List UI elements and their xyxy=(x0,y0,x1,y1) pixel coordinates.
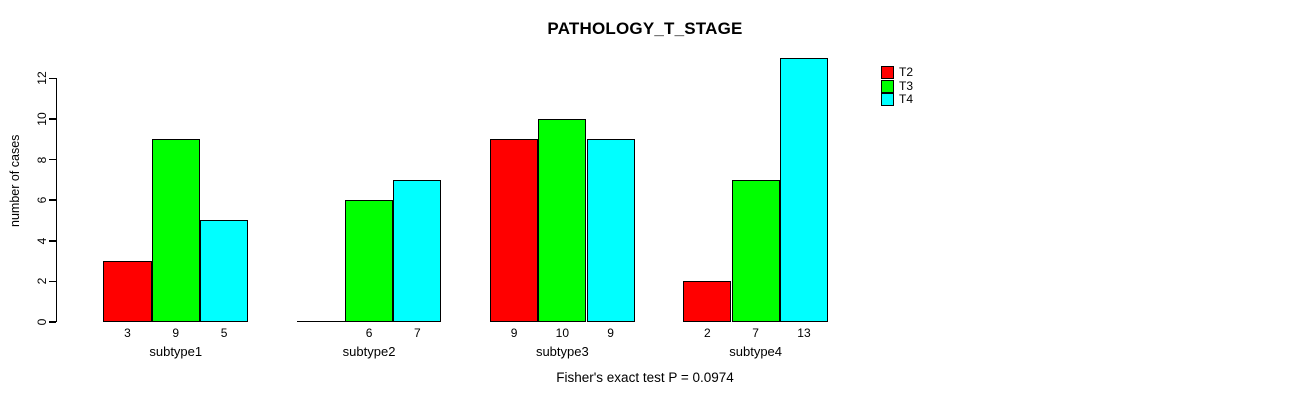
legend-swatch-t3 xyxy=(881,79,894,93)
bar-t3-subtype2 xyxy=(344,200,394,322)
legend-entry-label: T4 xyxy=(899,92,914,106)
legend-swatch-t2 xyxy=(881,66,894,79)
bar-value-label: 13 xyxy=(797,326,811,340)
y-tick-label: 6 xyxy=(35,196,49,204)
y-tick xyxy=(48,280,56,283)
x-category-label-subtype4: subtype4 xyxy=(729,344,783,359)
bar-t2-subtype2 xyxy=(296,320,345,322)
y-tick-label: 0 xyxy=(35,318,49,326)
y-tick xyxy=(48,77,56,80)
y-tick xyxy=(48,199,56,201)
legend: T2 T3 T4 xyxy=(881,66,913,107)
bar-value-label: 9 xyxy=(607,326,614,340)
y-tick xyxy=(48,240,56,242)
bar-t3-subtype1 xyxy=(151,139,200,322)
bar-t3-subtype3 xyxy=(538,118,587,322)
bar-t4-subtype2 xyxy=(393,179,442,322)
caption: Fisher's exact test P = 0.0974 xyxy=(556,370,734,385)
x-category-label-subtype1: subtype1 xyxy=(149,344,203,359)
chart-title: PATHOLOGY_T_STAGE xyxy=(547,19,743,38)
legend-entry-label: T3 xyxy=(899,78,914,93)
bar-value-label: 2 xyxy=(703,326,711,340)
bar-t2-subtype4 xyxy=(683,281,732,322)
y-tick xyxy=(48,118,56,120)
legend-entry-t4: T4 xyxy=(881,93,913,106)
bar-value-label: 7 xyxy=(752,326,759,340)
bar-value-label: 10 xyxy=(555,326,570,340)
bar-t4-subtype4 xyxy=(779,57,829,322)
y-tick-label: 10 xyxy=(35,112,49,126)
legend-entry-t2: T2 xyxy=(881,66,913,79)
legend-entry-label: T2 xyxy=(899,65,914,79)
bar-t2-subtype3 xyxy=(489,139,539,322)
legend-swatch-t4 xyxy=(881,93,894,106)
bar-value-label: 6 xyxy=(365,326,373,340)
bar-value-label: 3 xyxy=(124,326,131,340)
bar-value-label: 5 xyxy=(220,326,228,340)
legend-entry-t3: T3 xyxy=(881,78,914,93)
y-tick xyxy=(48,321,56,323)
bar-t4-subtype1 xyxy=(199,220,249,322)
bar-value-label: 9 xyxy=(510,326,518,340)
bar-value-label: 9 xyxy=(172,326,180,340)
bar-value-label: 7 xyxy=(413,326,421,340)
x-category-label-subtype2: subtype2 xyxy=(342,344,396,359)
y-tick-label: 4 xyxy=(35,237,49,245)
bar-t4-subtype3 xyxy=(586,139,635,322)
y-tick-label: 12 xyxy=(35,71,49,85)
y-tick-label: 8 xyxy=(35,156,49,163)
y-tick xyxy=(48,158,56,161)
y-axis-line xyxy=(55,78,57,322)
y-tick-label: 2 xyxy=(35,278,49,285)
bar-t2-subtype1 xyxy=(103,261,152,322)
bar-t3-subtype4 xyxy=(731,179,780,322)
x-category-label-subtype3: subtype3 xyxy=(535,344,589,359)
